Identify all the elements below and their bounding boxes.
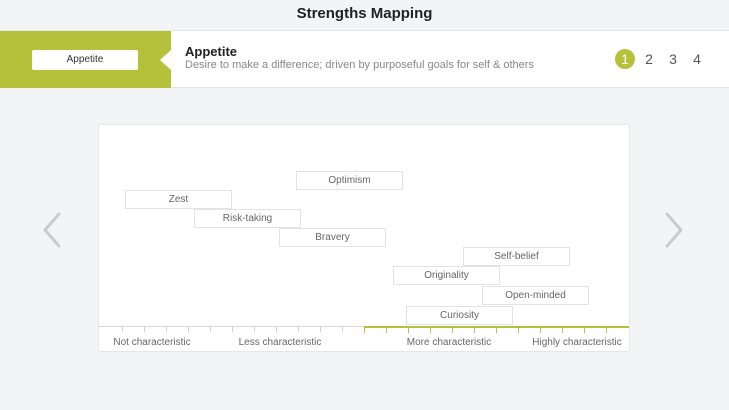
scale-tick bbox=[496, 326, 497, 333]
scale-tick bbox=[584, 326, 585, 333]
scale-tick bbox=[298, 326, 299, 332]
category-name: Appetite bbox=[185, 44, 237, 59]
scale-label-less: Less characteristic bbox=[238, 337, 322, 348]
scale-tick bbox=[364, 326, 365, 333]
prev-arrow-button[interactable] bbox=[40, 210, 64, 250]
chip-self-belief[interactable]: Self-belief bbox=[463, 247, 570, 266]
next-arrow-button[interactable] bbox=[662, 210, 686, 250]
category-side-panel: Appetite bbox=[0, 31, 171, 88]
page-title: Strengths Mapping bbox=[296, 5, 433, 22]
chevron-left-icon bbox=[43, 212, 61, 248]
scale-tick bbox=[122, 326, 123, 332]
page-3-button[interactable]: 3 bbox=[669, 51, 677, 67]
scale-tick bbox=[232, 326, 233, 332]
scale-tick bbox=[386, 326, 387, 333]
scale-tick bbox=[210, 326, 211, 332]
category-button[interactable]: Appetite bbox=[32, 50, 138, 70]
chip-risk-taking[interactable]: Risk-taking bbox=[194, 209, 301, 228]
panel-notch bbox=[160, 50, 171, 70]
scale-tick bbox=[430, 326, 431, 333]
scale-tick bbox=[166, 326, 167, 332]
scale-label-not: Not characteristic bbox=[113, 337, 191, 348]
scale-tick bbox=[342, 326, 343, 332]
scale-tick bbox=[540, 326, 541, 333]
scale-tick bbox=[276, 326, 277, 332]
chip-optimism[interactable]: Optimism bbox=[296, 171, 403, 190]
page-4-button[interactable]: 4 bbox=[693, 51, 701, 67]
chevron-right-icon bbox=[665, 212, 683, 248]
scale-tick bbox=[518, 326, 519, 333]
page-2-button[interactable]: 2 bbox=[645, 51, 653, 67]
category-description: Desire to make a difference; driven by p… bbox=[185, 59, 534, 71]
category-pager: 1 2 3 4 bbox=[615, 49, 707, 69]
chip-open-minded[interactable]: Open-minded bbox=[482, 286, 589, 305]
chip-zest[interactable]: Zest bbox=[125, 190, 232, 209]
scale-label-more: More characteristic bbox=[406, 337, 492, 348]
scale-tick bbox=[562, 326, 563, 333]
chip-originality[interactable]: Originality bbox=[393, 266, 500, 285]
scale-tick bbox=[408, 326, 409, 333]
chip-curiosity[interactable]: Curiosity bbox=[406, 306, 513, 325]
category-header: Appetite Appetite Desire to make a diffe… bbox=[0, 30, 729, 88]
scale-tick bbox=[606, 326, 607, 333]
scale-tick bbox=[452, 326, 453, 333]
scale-tick bbox=[320, 326, 321, 332]
scale-tick bbox=[474, 326, 475, 333]
scale-label-highly: Highly characteristic bbox=[532, 337, 622, 348]
scale-tick bbox=[254, 326, 255, 332]
strengths-board: Optimism Zest Risk-taking Bravery Self-b… bbox=[98, 124, 630, 352]
chip-bravery[interactable]: Bravery bbox=[279, 228, 386, 247]
scale-tick bbox=[144, 326, 145, 332]
page-1-button[interactable]: 1 bbox=[615, 49, 635, 69]
scale-tick bbox=[188, 326, 189, 332]
